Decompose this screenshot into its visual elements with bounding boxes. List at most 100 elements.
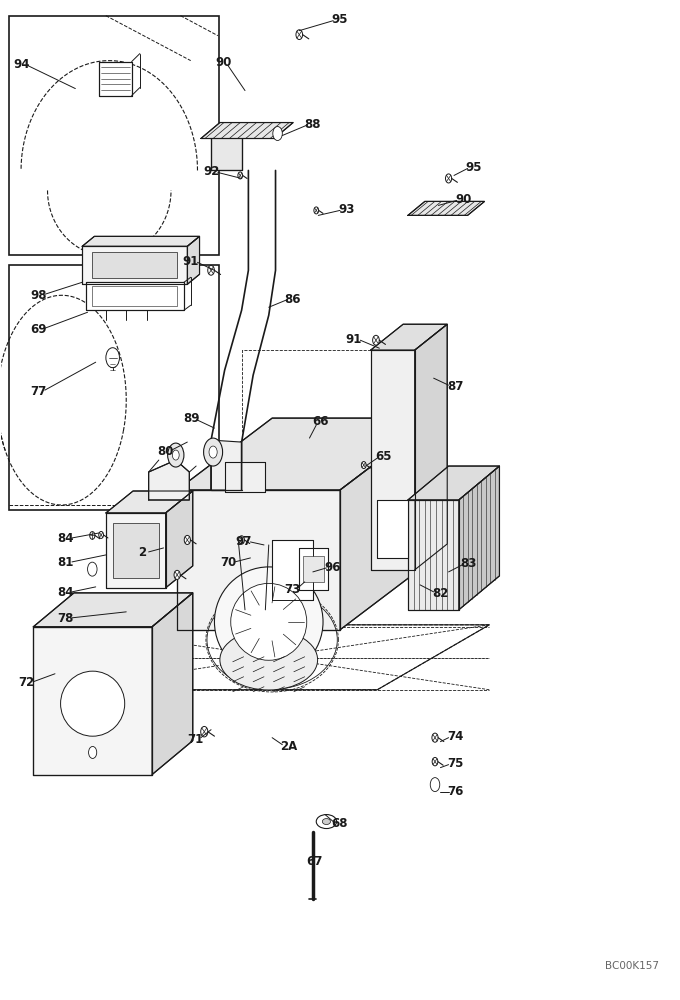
Text: 91: 91 [345,333,362,346]
Polygon shape [58,625,490,690]
Bar [9,265,219,510]
Circle shape [99,531,103,538]
Text: 81: 81 [57,556,73,569]
Text: 77: 77 [31,385,46,398]
Polygon shape [377,500,408,558]
Circle shape [432,757,438,766]
Circle shape [173,450,179,460]
Text: 98: 98 [30,289,46,302]
Polygon shape [86,282,184,310]
Text: 94: 94 [13,58,30,71]
Circle shape [239,536,244,544]
Text: 89: 89 [183,412,199,425]
Text: BC00K157: BC00K157 [605,961,659,971]
Polygon shape [149,460,189,500]
Text: 73: 73 [284,583,301,596]
Polygon shape [459,466,500,610]
Polygon shape [106,513,166,588]
Polygon shape [106,491,192,513]
Ellipse shape [61,671,124,736]
Circle shape [361,462,366,469]
Text: 90: 90 [215,56,231,69]
Circle shape [296,30,303,40]
Circle shape [238,172,243,179]
Polygon shape [99,62,132,96]
Polygon shape [33,593,192,627]
Polygon shape [152,593,192,775]
Polygon shape [211,440,241,490]
Text: 80: 80 [157,445,173,458]
Text: 2A: 2A [280,740,297,753]
Bar [113,523,159,578]
Polygon shape [299,548,328,590]
Bar [9,16,219,255]
Text: 75: 75 [447,757,463,770]
Text: 93: 93 [339,203,355,216]
Circle shape [90,532,95,539]
Circle shape [432,733,438,742]
Text: 88: 88 [305,118,321,131]
Polygon shape [224,462,265,492]
Circle shape [201,726,208,737]
Polygon shape [82,246,187,284]
Polygon shape [201,123,293,139]
Text: 91: 91 [183,255,199,268]
Polygon shape [166,491,192,588]
Text: 67: 67 [306,855,322,868]
Circle shape [88,746,97,758]
Ellipse shape [220,630,318,690]
Text: 86: 86 [284,293,301,306]
Text: 87: 87 [447,380,463,393]
Polygon shape [177,490,340,630]
Polygon shape [177,418,435,490]
Ellipse shape [231,583,307,660]
Circle shape [168,443,184,467]
Text: 66: 66 [312,415,328,428]
Text: 71: 71 [187,733,203,746]
Bar [303,556,324,582]
Text: 76: 76 [447,785,464,798]
Text: 72: 72 [18,676,35,689]
Text: 82: 82 [432,587,448,600]
Circle shape [88,562,97,576]
Circle shape [314,207,319,214]
Text: 70: 70 [220,556,236,569]
Text: 84: 84 [57,586,73,599]
Circle shape [430,778,440,792]
Polygon shape [408,500,459,610]
Polygon shape [211,131,241,170]
Circle shape [174,570,180,579]
Circle shape [445,174,452,183]
Bar [92,252,177,278]
Circle shape [209,446,217,458]
Polygon shape [408,201,485,215]
Polygon shape [371,324,447,350]
Circle shape [273,127,282,140]
Polygon shape [33,627,152,775]
Text: 95: 95 [466,161,482,174]
Text: 96: 96 [325,561,341,574]
Text: 84: 84 [57,532,73,545]
Circle shape [207,265,214,275]
Text: 2: 2 [138,546,146,559]
Ellipse shape [322,819,330,825]
Text: 68: 68 [331,817,347,830]
Circle shape [106,348,120,368]
Text: 90: 90 [455,193,472,206]
Ellipse shape [316,815,337,829]
Text: 78: 78 [57,612,73,625]
Text: 92: 92 [203,165,220,178]
Polygon shape [82,236,199,246]
Polygon shape [272,540,313,600]
Text: 97: 97 [235,535,252,548]
Circle shape [373,335,379,345]
Polygon shape [371,350,415,570]
Ellipse shape [214,567,323,677]
Polygon shape [340,418,435,630]
Polygon shape [415,324,447,570]
Text: 83: 83 [460,557,477,570]
Circle shape [203,438,222,466]
Text: 74: 74 [447,730,463,743]
Circle shape [184,535,190,544]
Text: 95: 95 [332,13,348,26]
